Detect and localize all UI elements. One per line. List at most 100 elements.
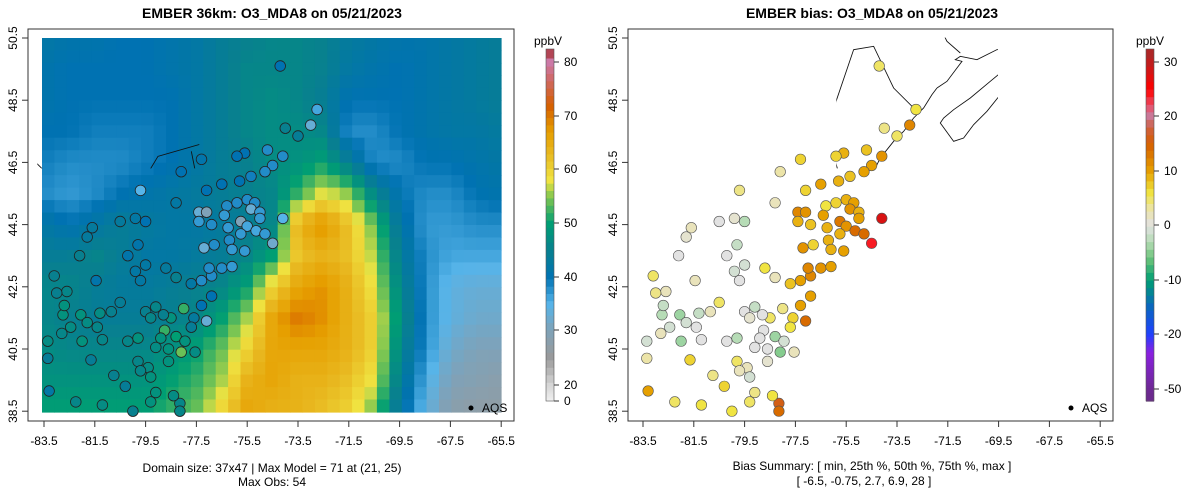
colorbar-segment bbox=[1146, 332, 1154, 337]
obs-site-point bbox=[189, 346, 201, 358]
raster-cell bbox=[401, 299, 415, 313]
colorbar-segment bbox=[546, 190, 554, 199]
obs-site-point bbox=[292, 130, 304, 142]
raster-cell bbox=[352, 249, 366, 263]
bias-site-point bbox=[792, 215, 804, 228]
obs-site-point bbox=[305, 119, 317, 131]
colorbar-segment bbox=[546, 168, 554, 177]
raster-cell bbox=[364, 75, 378, 89]
obs-site-point bbox=[203, 262, 215, 274]
raster-cell bbox=[451, 137, 465, 151]
x-tick-label: -67.5 bbox=[437, 434, 465, 448]
obs-site-point bbox=[226, 243, 238, 256]
colorbar-segment bbox=[546, 395, 554, 398]
obs-site-point bbox=[61, 285, 73, 298]
raster-cell bbox=[215, 349, 229, 363]
raster-cell bbox=[91, 187, 105, 201]
bias-site-point bbox=[647, 270, 659, 282]
raster-cell bbox=[116, 187, 130, 201]
raster-cell bbox=[476, 150, 490, 164]
obs-site-point bbox=[261, 144, 274, 156]
raster-cell bbox=[290, 312, 304, 326]
raster-cell bbox=[265, 100, 279, 114]
raster-cell bbox=[54, 175, 68, 189]
raster-cell bbox=[451, 112, 465, 126]
raster-cell bbox=[42, 187, 55, 201]
raster-cell bbox=[141, 125, 155, 139]
raster-cell bbox=[463, 237, 477, 251]
raster-cell bbox=[91, 100, 105, 114]
raster-cell bbox=[240, 87, 254, 101]
bias-site-point bbox=[641, 352, 653, 364]
obs-site-point bbox=[91, 321, 104, 333]
colorbar-segment bbox=[1146, 173, 1154, 182]
obs-site-point bbox=[43, 385, 55, 397]
raster-cell bbox=[389, 337, 403, 351]
raster-cell bbox=[290, 299, 304, 313]
raster-cell bbox=[488, 125, 502, 139]
raster-cell bbox=[327, 299, 341, 313]
raster-cell bbox=[277, 299, 291, 313]
x-tick-label: -81.5 bbox=[680, 434, 708, 448]
raster-cell bbox=[141, 237, 155, 251]
raster-cell bbox=[439, 175, 452, 189]
raster-cell bbox=[414, 125, 428, 139]
bias-site-point bbox=[731, 332, 743, 344]
raster-cell bbox=[314, 225, 328, 239]
raster-cell bbox=[401, 249, 415, 263]
raster-cell bbox=[376, 324, 390, 338]
raster-cell bbox=[302, 337, 316, 351]
raster-cell bbox=[488, 150, 502, 164]
raster-cell bbox=[302, 175, 316, 189]
colorbar-segment bbox=[546, 73, 554, 82]
raster-cell bbox=[42, 324, 55, 338]
raster-cell bbox=[42, 87, 55, 101]
raster-cell bbox=[79, 162, 93, 176]
raster-cell bbox=[54, 50, 68, 64]
raster-cell bbox=[451, 150, 465, 164]
raster-cell bbox=[104, 274, 117, 288]
colorbar-segment bbox=[1146, 226, 1154, 235]
raster-cell bbox=[426, 212, 440, 226]
raster-cell bbox=[426, 200, 440, 214]
raster-cell bbox=[252, 237, 266, 251]
colorbar-segment bbox=[1146, 379, 1154, 383]
raster-cell bbox=[128, 62, 142, 76]
raster-cell bbox=[252, 150, 266, 164]
raster-cell bbox=[414, 324, 428, 338]
raster-cell bbox=[42, 62, 55, 76]
bias-site-point bbox=[738, 215, 751, 228]
raster-cell bbox=[376, 337, 390, 351]
y-tick-label: 42.5 bbox=[6, 275, 20, 299]
raster-cell bbox=[352, 200, 366, 214]
raster-cell bbox=[91, 125, 105, 139]
x-tick-label: -83.5 bbox=[629, 434, 657, 448]
raster-cell bbox=[228, 299, 242, 313]
obs-site-point bbox=[195, 299, 208, 312]
obs-site-point bbox=[245, 170, 257, 183]
obs-site-point bbox=[195, 274, 208, 287]
bias-site-point bbox=[784, 278, 796, 290]
raster-cell bbox=[401, 274, 415, 288]
raster-cell bbox=[426, 150, 440, 164]
raster-cell bbox=[116, 112, 130, 126]
raster-cell bbox=[42, 150, 55, 164]
obs-points bbox=[42, 60, 323, 417]
raster-cell bbox=[203, 387, 217, 401]
colorbar-segment bbox=[546, 146, 554, 155]
raster-cell bbox=[190, 75, 204, 89]
raster-cell bbox=[42, 75, 55, 89]
raster-cell bbox=[203, 349, 217, 363]
colorbar-segment bbox=[1146, 346, 1154, 350]
raster-cell bbox=[401, 212, 415, 226]
raster-cell bbox=[54, 137, 68, 151]
chart-title: EMBER 36km: O3_MDA8 on 05/21/2023 bbox=[142, 5, 402, 21]
raster-cell bbox=[401, 112, 415, 126]
raster-cell bbox=[252, 337, 266, 351]
obs-site-point bbox=[76, 335, 88, 347]
raster-cell bbox=[265, 75, 279, 89]
footer-domain: Domain size: 37x47 | Max Model = 71 at (… bbox=[143, 461, 402, 475]
raster-cell bbox=[463, 50, 477, 64]
raster-cell bbox=[66, 212, 80, 226]
